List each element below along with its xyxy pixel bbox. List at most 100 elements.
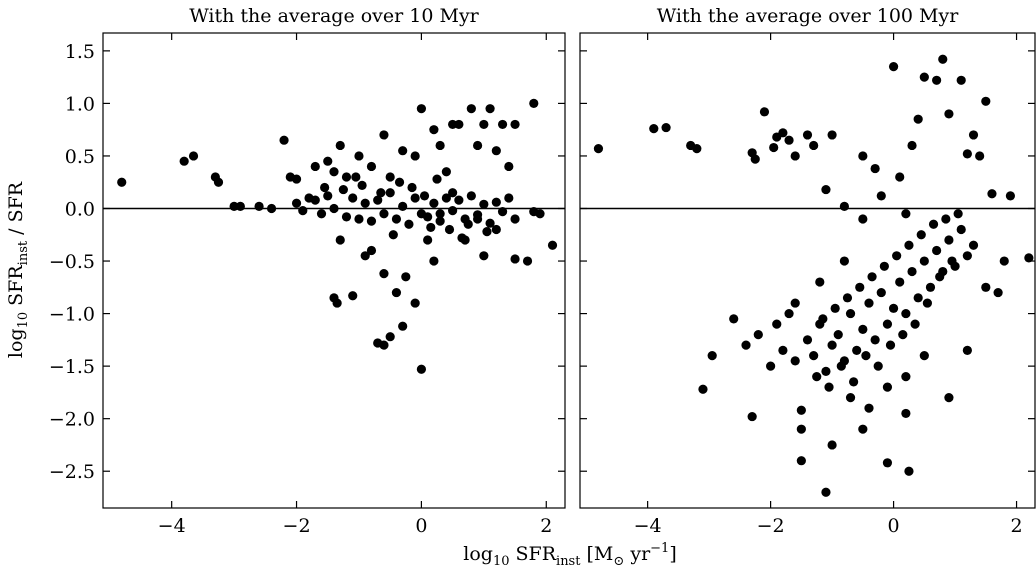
point [707, 351, 717, 361]
point [741, 340, 751, 350]
point [882, 382, 893, 392]
y-tick-label: 1.0 [65, 93, 95, 115]
y-tick-label: −1.5 [49, 356, 95, 378]
y-label-part: log [5, 328, 27, 358]
point [839, 256, 849, 266]
y-axis-label: log10 SFRinst / SFR [5, 181, 31, 358]
point [901, 308, 911, 319]
point [938, 54, 948, 64]
point [419, 191, 430, 201]
point [497, 207, 508, 217]
point [910, 319, 920, 329]
point [423, 235, 433, 245]
point [463, 219, 473, 229]
point [882, 319, 893, 329]
point [479, 119, 489, 130]
point [416, 104, 427, 114]
point [987, 189, 997, 199]
point [888, 303, 899, 313]
point [944, 393, 954, 403]
point [916, 230, 926, 240]
point [901, 209, 911, 219]
point [956, 75, 966, 85]
point [778, 345, 788, 355]
point [457, 233, 467, 243]
point [766, 361, 776, 371]
point [876, 287, 886, 298]
point [385, 172, 395, 182]
point [254, 201, 264, 211]
point [836, 361, 846, 371]
point [454, 195, 464, 205]
point [947, 256, 957, 266]
point [338, 184, 348, 195]
point [398, 146, 408, 156]
point [913, 114, 923, 124]
point [753, 330, 763, 340]
point [310, 161, 320, 172]
point [394, 177, 405, 187]
point [867, 272, 877, 282]
point [404, 219, 414, 229]
point [968, 240, 979, 250]
point [423, 212, 433, 222]
point [385, 188, 395, 198]
point [510, 254, 520, 264]
x-label-part: SFR [509, 543, 556, 565]
point [351, 172, 361, 182]
point [279, 135, 289, 145]
point [913, 293, 923, 303]
point [348, 193, 358, 203]
point [444, 224, 455, 235]
point [981, 96, 991, 106]
point [993, 287, 1003, 298]
point [907, 140, 917, 151]
point [882, 458, 893, 468]
x-tick-label: 0 [415, 515, 427, 537]
x-tick-label: 2 [540, 515, 552, 537]
point [873, 361, 883, 371]
point [750, 154, 760, 164]
point [332, 298, 342, 308]
point [855, 282, 865, 292]
point [485, 104, 495, 114]
point [956, 224, 966, 235]
point [379, 130, 389, 140]
y-tick-label: −0.5 [49, 251, 95, 273]
point [824, 382, 834, 392]
point [529, 207, 539, 217]
point [975, 151, 985, 161]
point [919, 72, 929, 82]
y-label-part: / SFR [5, 181, 27, 241]
y-tick-label: −2.0 [49, 409, 95, 431]
point [784, 135, 794, 145]
point [360, 198, 370, 208]
point [429, 125, 439, 135]
point [179, 156, 189, 166]
point [747, 411, 757, 422]
point [759, 107, 770, 117]
point [861, 351, 871, 361]
panel-title: With the average over 10 Myr [189, 5, 479, 27]
point [919, 256, 929, 266]
x-label-part: 10 [493, 554, 510, 569]
point [858, 151, 868, 161]
point [904, 240, 914, 250]
point [944, 235, 954, 245]
point [729, 314, 739, 324]
point [432, 174, 442, 184]
point [827, 440, 837, 450]
point [892, 251, 902, 261]
point [870, 335, 880, 345]
x-tick-label: −4 [634, 515, 662, 537]
point [879, 261, 889, 271]
y-label-part: inst [16, 240, 31, 265]
x-label-part: −1 [650, 541, 669, 556]
x-tick-label: −2 [283, 515, 311, 537]
point [426, 222, 436, 233]
point [366, 245, 377, 256]
point [385, 332, 395, 342]
point [809, 140, 819, 151]
x-tick-label: −2 [757, 515, 785, 537]
plot-area [580, 54, 1035, 497]
